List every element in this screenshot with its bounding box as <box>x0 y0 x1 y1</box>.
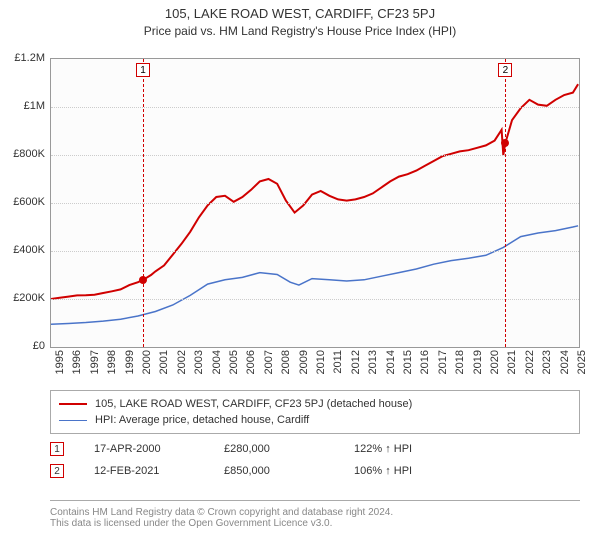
footer-line-2: This data is licensed under the Open Gov… <box>50 518 580 529</box>
legend-swatch <box>59 403 87 405</box>
gridline <box>51 251 579 252</box>
gridline <box>51 203 579 204</box>
sales-table: 1 17-APR-2000£280,000122% ↑ HPI 2 12-FEB-20… <box>50 438 580 482</box>
event-line <box>505 59 506 347</box>
y-tick-label: £1M <box>5 100 45 112</box>
x-tick-label: 2016 <box>419 350 431 374</box>
x-tick-label: 2007 <box>263 350 275 374</box>
x-tick-label: 2000 <box>141 350 153 374</box>
y-tick-label: £0 <box>5 340 45 352</box>
x-tick-label: 2020 <box>489 350 501 374</box>
x-tick-label: 2022 <box>524 350 536 374</box>
chart-subtitle: Price paid vs. HM Land Registry's House … <box>0 21 600 38</box>
x-tick-label: 2019 <box>472 350 484 374</box>
x-tick-label: 2009 <box>298 350 310 374</box>
x-tick-label: 2011 <box>332 350 344 374</box>
x-tick-label: 2017 <box>437 350 449 374</box>
sale-hpi: 106% ↑ HPI <box>354 465 484 477</box>
x-tick-label: 2014 <box>385 350 397 374</box>
x-tick-label: 1995 <box>54 350 66 374</box>
x-tick-label: 2024 <box>559 350 571 374</box>
y-tick-label: £600K <box>5 196 45 208</box>
chart-plot-area: 12 <box>50 58 580 348</box>
sale-hpi: 122% ↑ HPI <box>354 443 484 455</box>
footer-line-1: Contains HM Land Registry data © Crown c… <box>50 507 580 518</box>
event-badge: 1 <box>136 63 150 77</box>
y-tick-label: £200K <box>5 292 45 304</box>
x-tick-label: 2025 <box>576 350 588 374</box>
sale-point <box>139 276 147 284</box>
x-tick-label: 2008 <box>280 350 292 374</box>
gridline <box>51 107 579 108</box>
chart-container: 105, LAKE ROAD WEST, CARDIFF, CF23 5PJ P… <box>0 0 600 560</box>
x-tick-label: 2012 <box>350 350 362 374</box>
footer: Contains HM Land Registry data © Crown c… <box>50 500 580 529</box>
y-tick-label: £400K <box>5 244 45 256</box>
x-tick-label: 2001 <box>158 350 170 374</box>
sale-badge: 2 <box>50 464 64 478</box>
x-tick-label: 2010 <box>315 350 327 374</box>
x-tick-label: 2023 <box>541 350 553 374</box>
x-tick-label: 1996 <box>71 350 83 374</box>
x-tick-label: 2015 <box>402 350 414 374</box>
event-line <box>143 59 144 347</box>
sale-price: £280,000 <box>224 443 354 455</box>
series-line-hpi <box>51 226 578 324</box>
x-tick-label: 2006 <box>245 350 257 374</box>
legend: 105, LAKE ROAD WEST, CARDIFF, CF23 5PJ (… <box>50 390 580 434</box>
gridline <box>51 299 579 300</box>
x-tick-label: 2005 <box>228 350 240 374</box>
gridline <box>51 155 579 156</box>
sale-date: 12-FEB-2021 <box>94 465 224 477</box>
chart-title: 105, LAKE ROAD WEST, CARDIFF, CF23 5PJ <box>0 0 600 21</box>
sale-row: 1 17-APR-2000£280,000122% ↑ HPI <box>50 438 580 460</box>
event-badge: 2 <box>498 63 512 77</box>
legend-row: HPI: Average price, detached house, Card… <box>59 412 571 428</box>
sale-point <box>501 139 509 147</box>
legend-label: 105, LAKE ROAD WEST, CARDIFF, CF23 5PJ (… <box>95 398 412 410</box>
legend-swatch <box>59 420 87 421</box>
y-tick-label: £800K <box>5 148 45 160</box>
sale-row: 2 12-FEB-2021£850,000106% ↑ HPI <box>50 460 580 482</box>
x-tick-label: 2004 <box>211 350 223 374</box>
sale-price: £850,000 <box>224 465 354 477</box>
x-tick-label: 2021 <box>506 350 518 374</box>
x-tick-label: 1997 <box>89 350 101 374</box>
legend-row: 105, LAKE ROAD WEST, CARDIFF, CF23 5PJ (… <box>59 396 571 412</box>
x-tick-label: 2018 <box>454 350 466 374</box>
sale-date: 17-APR-2000 <box>94 443 224 455</box>
x-tick-label: 2003 <box>193 350 205 374</box>
y-tick-label: £1.2M <box>5 52 45 64</box>
sale-badge: 1 <box>50 442 64 456</box>
x-tick-label: 1999 <box>124 350 136 374</box>
x-tick-label: 2002 <box>176 350 188 374</box>
x-tick-label: 2013 <box>367 350 379 374</box>
x-tick-label: 1998 <box>106 350 118 374</box>
series-line-property <box>51 84 578 299</box>
legend-label: HPI: Average price, detached house, Card… <box>95 414 309 426</box>
